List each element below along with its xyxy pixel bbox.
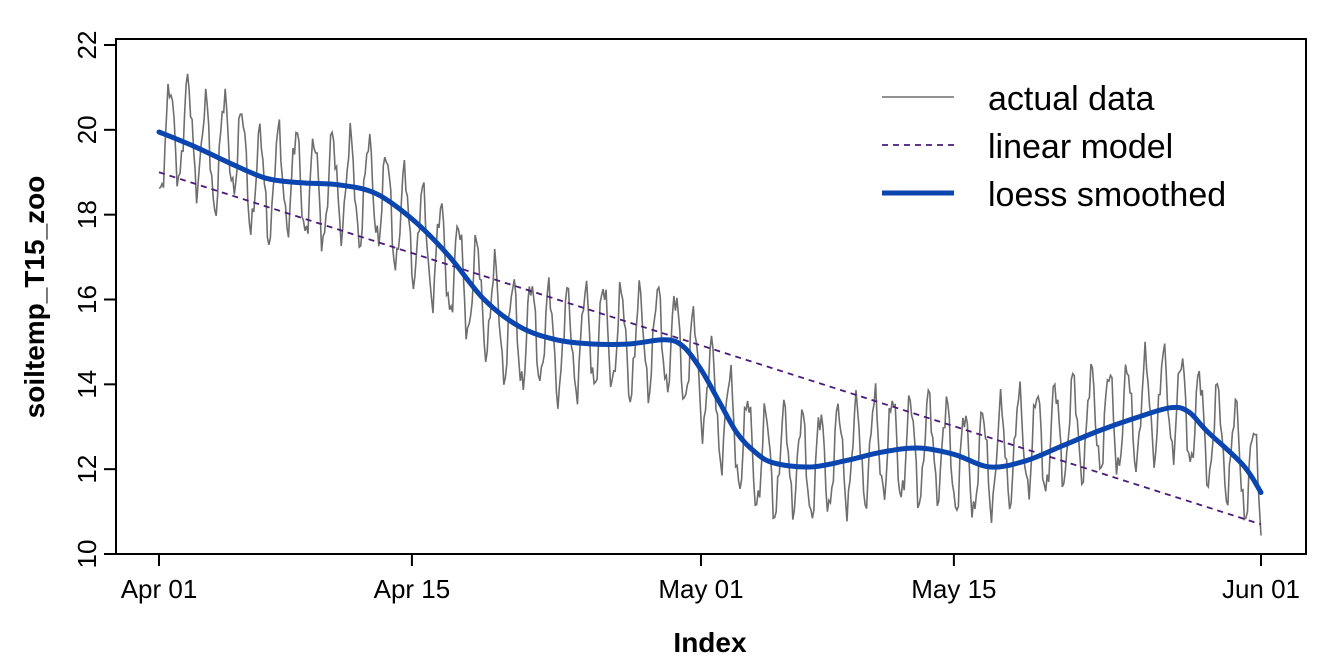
series-linear-model	[158, 171, 1262, 526]
x-tick-label: Apr 01	[121, 574, 198, 604]
x-axis: Apr 01 Apr 15 May 01 May 15 Jun 01	[121, 553, 1300, 604]
loess-smoothed-line	[156, 129, 1264, 495]
series-actual-data	[158, 73, 1262, 536]
x-axis-title: Index	[673, 627, 747, 658]
y-tick-label: 12	[72, 455, 102, 484]
legend-label-loess-smoothed: loess smoothed	[988, 176, 1226, 214]
linear-model-line	[158, 171, 1262, 526]
series-loess-smoothed	[156, 129, 1264, 495]
actual-data-line	[158, 73, 1262, 536]
x-tick-label: Apr 15	[374, 574, 451, 604]
y-tick-label: 16	[72, 285, 102, 314]
y-tick-label: 14	[72, 370, 102, 399]
y-tick-label: 22	[72, 31, 102, 60]
y-axis: 10 12 14 16 18 20 22	[72, 31, 117, 569]
legend-label-actual-data: actual data	[988, 80, 1154, 118]
y-tick-label: 20	[72, 115, 102, 144]
x-tick-label: May 15	[911, 574, 996, 604]
y-axis-title: soiltemp_T15_zoo	[19, 176, 50, 419]
legend: actual data linear model loess smoothed	[882, 80, 1226, 214]
x-tick-label: May 01	[658, 574, 743, 604]
legend-label-linear-model: linear model	[988, 128, 1173, 166]
y-tick-label: 10	[72, 540, 102, 569]
y-tick-label: 18	[72, 200, 102, 229]
x-tick-label: Jun 01	[1222, 574, 1300, 604]
